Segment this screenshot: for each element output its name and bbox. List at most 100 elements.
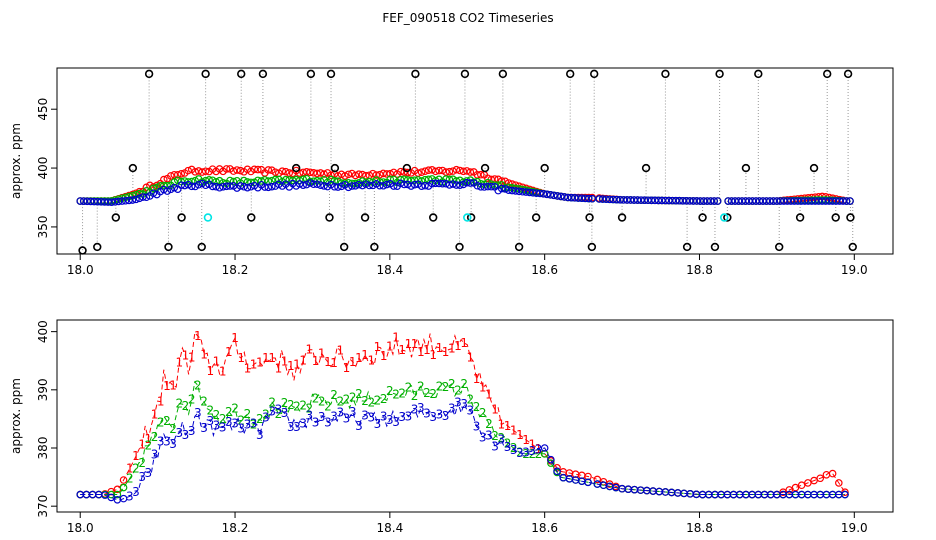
top-point-sensor-2	[149, 184, 158, 193]
bottom-x-tick-label: 18.8	[686, 521, 713, 535]
bottom-point-label-1: 1	[429, 348, 437, 362]
top-point-flagged	[682, 242, 692, 252]
top-point-sensor-1	[428, 165, 436, 174]
bottom-series-line-2	[80, 380, 845, 495]
top-point-flagged	[247, 213, 256, 222]
bottom-point-label-1: 1	[374, 340, 382, 354]
top-point-flagged	[201, 69, 210, 79]
top-point-sensor-1	[320, 170, 328, 178]
top-point-flagged	[848, 242, 857, 252]
bottom-point-label-1: 1	[504, 419, 512, 433]
top-point-sensor-3	[316, 181, 325, 189]
bottom-point-label-3: 3	[504, 440, 512, 454]
bottom-point-label-3: 3	[275, 402, 283, 416]
top-point-sensor-3	[201, 181, 210, 190]
top-point-flagged	[466, 213, 476, 222]
bottom-y-tick-label: 380	[36, 437, 50, 460]
top-point-sensor-3	[400, 180, 408, 189]
bottom-point-label-3: 3	[175, 426, 183, 440]
bottom-point-label-3: 3	[256, 428, 264, 442]
bottom-point-label-2: 2	[448, 377, 456, 391]
bottom-point-label-2: 2	[361, 394, 369, 408]
top-point-flagged	[370, 242, 379, 252]
bottom-point-label-1: 1	[151, 408, 159, 422]
top-point-cyan	[720, 213, 729, 222]
bottom-point-label-3: 3	[219, 421, 227, 435]
top-point-sensor-3	[111, 198, 119, 206]
top-point-sensor-1	[254, 165, 262, 174]
bottom-point-label-1: 1	[485, 387, 493, 401]
top-point-sensor-3	[525, 188, 534, 197]
top-point-sensor-3	[295, 180, 304, 188]
bottom-point-label-2: 2	[281, 396, 289, 410]
bottom-point-label-3: 3	[516, 446, 524, 460]
bottom-point-label-2: 2	[206, 403, 214, 417]
bottom-point-label-2: 2	[367, 396, 375, 410]
top-point-sensor-3	[407, 182, 415, 190]
bottom-point-label-3: 3	[398, 410, 406, 424]
bottom-point-label-3: 3	[163, 434, 171, 448]
bottom-point-label-2: 2	[194, 378, 202, 392]
bottom-point-2	[119, 483, 128, 492]
bottom-point-label-1: 1	[361, 348, 369, 362]
top-point-sensor-3	[135, 194, 144, 203]
bottom-point-label-2: 2	[138, 456, 146, 470]
top-point-flagged	[237, 69, 246, 79]
top-point-sensor-3	[515, 187, 523, 196]
top-point-sensor-1	[403, 168, 412, 177]
bottom-point-label-3: 3	[491, 440, 499, 454]
top-point-flagged	[795, 213, 805, 222]
bottom-point-label-2: 2	[182, 399, 190, 413]
top-point-sensor-3	[132, 195, 140, 204]
bottom-point-label-3: 3	[367, 411, 375, 425]
bottom-point-label-2: 2	[485, 417, 493, 431]
bottom-point-label-3: 3	[336, 406, 344, 420]
bottom-point-label-1: 1	[194, 329, 202, 343]
bottom-point-label-1: 1	[281, 355, 289, 369]
bottom-point-3	[553, 467, 561, 476]
top-point-flagged	[715, 69, 724, 79]
top-point-sensor-1	[435, 166, 443, 175]
top-point-sensor-3	[247, 182, 255, 191]
top-point-sensor-3	[536, 189, 544, 198]
top-point-sensor-3	[118, 197, 126, 205]
top-x-tick-label: 18.8	[686, 263, 713, 277]
bottom-point-label-2: 2	[343, 393, 351, 407]
bottom-point-label-3: 3	[349, 405, 357, 419]
top-point-sensor-1	[233, 166, 241, 174]
bottom-point-label-2: 2	[219, 412, 227, 426]
top-point-sensor-3	[226, 182, 234, 190]
bottom-point-label-3: 3	[528, 444, 536, 458]
bottom-point-label-1: 1	[479, 381, 487, 395]
top-point-flagged	[843, 69, 853, 79]
top-point-sensor-3	[421, 181, 429, 190]
top-point-flagged	[661, 69, 670, 79]
top-point-sensor-1	[271, 168, 280, 176]
top-point-sensor-1	[417, 168, 426, 176]
top-point-sensor-1	[463, 167, 471, 175]
top-point-flagged	[754, 69, 763, 79]
bottom-point-label-2: 2	[250, 417, 258, 431]
top-y-tick-label: 350	[36, 215, 50, 238]
top-point-sensor-3	[219, 182, 227, 191]
bottom-point-label-1: 1	[367, 353, 375, 367]
bottom-point-label-1: 1	[268, 351, 276, 365]
bottom-point-label-1: 1	[188, 350, 196, 364]
bottom-point-label-2: 2	[200, 395, 208, 409]
top-point-sensor-2	[281, 175, 290, 184]
top-point-flagged	[429, 213, 438, 222]
top-point-sensor-3	[584, 194, 593, 203]
top-point-sensor-3	[306, 179, 314, 187]
bottom-point-3	[119, 494, 128, 503]
bottom-point-label-3: 3	[281, 406, 289, 420]
bottom-point-label-1: 1	[349, 355, 357, 369]
bottom-point-label-3: 3	[306, 409, 314, 423]
top-point-sensor-3	[389, 182, 398, 190]
top-point-flagged	[111, 213, 121, 222]
bottom-point-label-2: 2	[330, 388, 338, 402]
top-point-flagged	[710, 242, 720, 252]
bottom-point-label-1: 1	[398, 343, 406, 357]
top-point-sensor-3	[344, 183, 353, 192]
top-y-axis-label: approx. ppm	[9, 123, 23, 199]
top-point-sensor-1	[442, 168, 450, 176]
